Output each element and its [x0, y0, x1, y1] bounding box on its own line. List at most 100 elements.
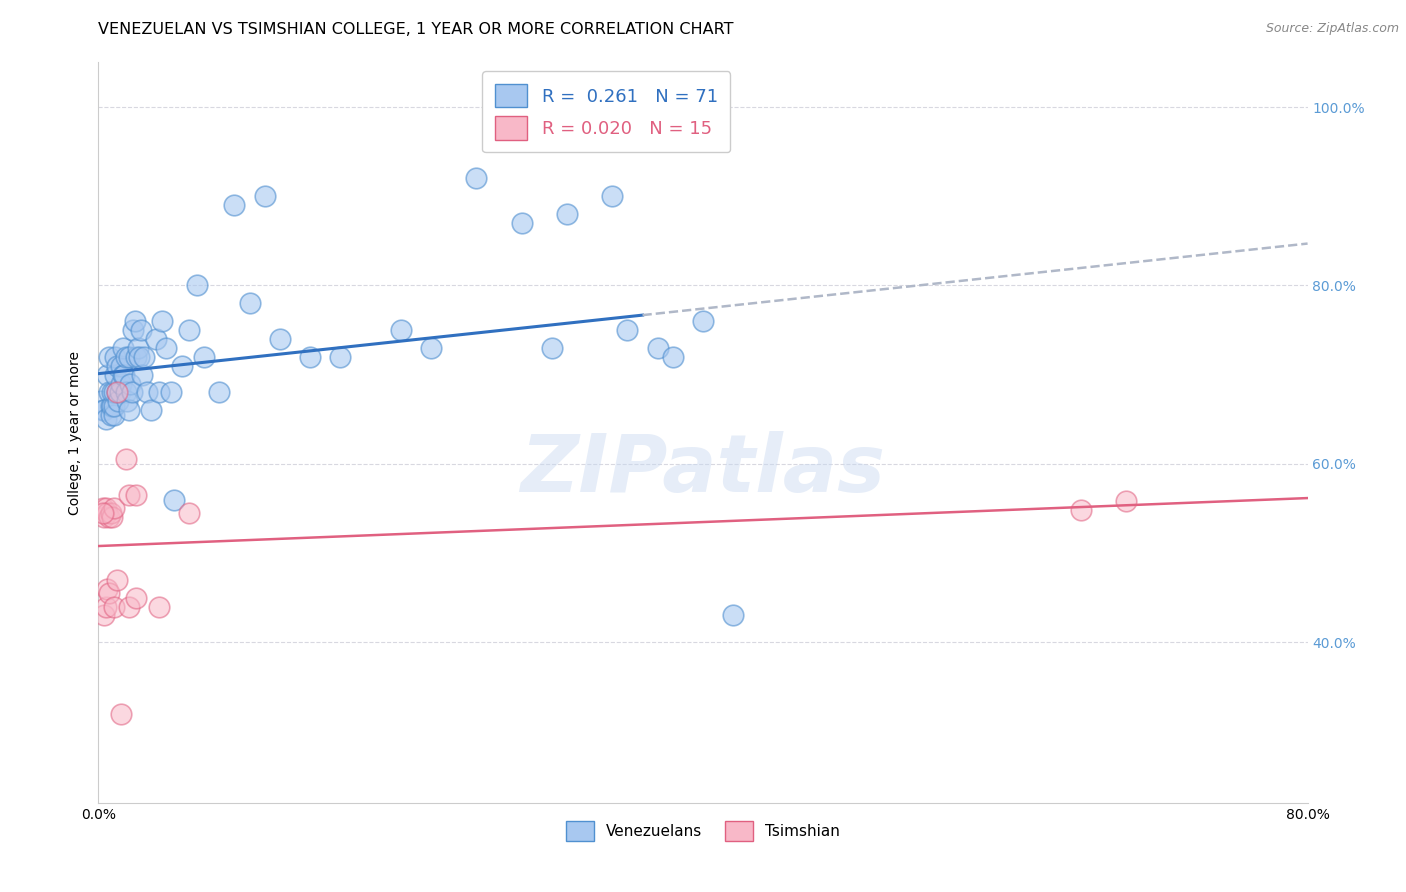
Point: [103, 501, 125, 516]
Point: [100, 399, 122, 413]
Point: [98, 510, 121, 524]
Point: [103, 599, 125, 614]
Point: [98, 385, 121, 400]
Point: [661, 350, 683, 364]
Point: [96, 582, 118, 596]
Point: [555, 207, 578, 221]
Point: [91, 501, 114, 516]
Point: [179, 506, 201, 520]
Point: [692, 314, 714, 328]
Point: [121, 385, 143, 400]
Point: [208, 385, 231, 400]
Point: [224, 198, 246, 212]
Point: [253, 189, 276, 203]
Point: [91, 506, 114, 520]
Point: [101, 510, 124, 524]
Point: [602, 189, 624, 203]
Point: [150, 314, 173, 328]
Point: [723, 608, 745, 623]
Point: [616, 323, 638, 337]
Point: [299, 350, 322, 364]
Point: [135, 385, 157, 400]
Point: [93, 608, 115, 623]
Point: [1115, 494, 1137, 508]
Point: [118, 403, 141, 417]
Point: [124, 314, 146, 328]
Point: [122, 323, 145, 337]
Point: [111, 341, 134, 355]
Point: [110, 706, 132, 721]
Point: [389, 323, 412, 337]
Point: [114, 385, 136, 400]
Point: [127, 341, 149, 355]
Y-axis label: College, 1 year or more: College, 1 year or more: [69, 351, 83, 515]
Point: [103, 385, 125, 400]
Point: [132, 350, 155, 364]
Point: [107, 394, 129, 409]
Point: [118, 350, 141, 364]
Point: [131, 368, 153, 382]
Point: [112, 368, 135, 382]
Point: [104, 368, 127, 382]
Point: [128, 350, 150, 364]
Legend: Venezuelans, Tsimshian: Venezuelans, Tsimshian: [560, 815, 846, 847]
Point: [1070, 503, 1092, 517]
Point: [114, 452, 136, 467]
Point: [108, 385, 131, 400]
Point: [94, 599, 117, 614]
Point: [105, 573, 128, 587]
Point: [145, 332, 167, 346]
Point: [100, 506, 122, 520]
Point: [540, 341, 562, 355]
Point: [148, 385, 170, 400]
Point: [98, 586, 121, 600]
Point: [96, 506, 118, 520]
Point: [118, 599, 141, 614]
Text: ZIPatlas: ZIPatlas: [520, 431, 886, 508]
Point: [141, 403, 163, 417]
Point: [170, 359, 193, 373]
Point: [100, 408, 122, 422]
Point: [105, 385, 128, 400]
Point: [160, 385, 183, 400]
Point: [101, 399, 124, 413]
Point: [420, 341, 443, 355]
Point: [98, 350, 121, 364]
Point: [115, 394, 138, 409]
Point: [105, 359, 128, 373]
Point: [465, 171, 488, 186]
Point: [329, 350, 352, 364]
Point: [93, 510, 115, 524]
Point: [90, 394, 112, 409]
Point: [103, 408, 125, 422]
Point: [118, 488, 141, 502]
Point: [125, 488, 148, 502]
Point: [186, 278, 208, 293]
Point: [125, 591, 148, 605]
Point: [91, 403, 114, 417]
Text: VENEZUELAN VS TSIMSHIAN COLLEGE, 1 YEAR OR MORE CORRELATION CHART: VENEZUELAN VS TSIMSHIAN COLLEGE, 1 YEAR …: [98, 22, 734, 37]
Point: [647, 341, 669, 355]
Point: [94, 501, 117, 516]
Point: [110, 359, 132, 373]
Point: [510, 216, 533, 230]
Point: [110, 376, 132, 391]
Point: [155, 341, 177, 355]
Point: [163, 492, 186, 507]
Point: [120, 376, 142, 391]
Point: [101, 385, 124, 400]
Point: [93, 403, 115, 417]
Point: [114, 350, 136, 364]
Point: [193, 350, 215, 364]
Point: [239, 296, 262, 310]
Point: [111, 368, 134, 382]
Point: [103, 399, 125, 413]
Point: [105, 385, 128, 400]
Point: [94, 412, 117, 426]
Point: [129, 323, 152, 337]
Point: [148, 599, 170, 614]
Point: [96, 368, 118, 382]
Point: [179, 323, 201, 337]
Text: Source: ZipAtlas.com: Source: ZipAtlas.com: [1265, 22, 1399, 36]
Point: [104, 350, 127, 364]
